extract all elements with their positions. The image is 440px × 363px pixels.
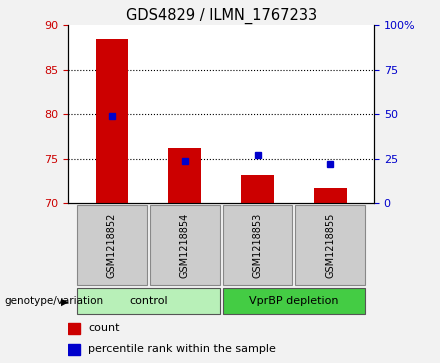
Text: GSM1218855: GSM1218855	[325, 212, 335, 278]
Text: VprBP depletion: VprBP depletion	[249, 296, 339, 306]
FancyBboxPatch shape	[223, 205, 293, 285]
Text: percentile rank within the sample: percentile rank within the sample	[88, 344, 276, 354]
FancyBboxPatch shape	[77, 205, 147, 285]
Text: control: control	[129, 296, 168, 306]
Title: GDS4829 / ILMN_1767233: GDS4829 / ILMN_1767233	[125, 8, 317, 24]
FancyBboxPatch shape	[295, 205, 365, 285]
Bar	[169, 148, 201, 203]
Bar	[68, 323, 81, 334]
Text: GSM1218852: GSM1218852	[107, 212, 117, 278]
Bar	[241, 175, 274, 203]
Text: count: count	[88, 323, 120, 334]
FancyBboxPatch shape	[77, 288, 220, 314]
FancyBboxPatch shape	[223, 288, 365, 314]
Text: GSM1218853: GSM1218853	[253, 212, 263, 278]
Bar	[314, 188, 347, 203]
Text: GSM1218854: GSM1218854	[180, 212, 190, 278]
Bar	[95, 39, 128, 203]
Bar	[68, 343, 81, 355]
FancyBboxPatch shape	[150, 205, 220, 285]
Text: ▶: ▶	[61, 296, 69, 306]
Text: genotype/variation: genotype/variation	[4, 296, 103, 306]
